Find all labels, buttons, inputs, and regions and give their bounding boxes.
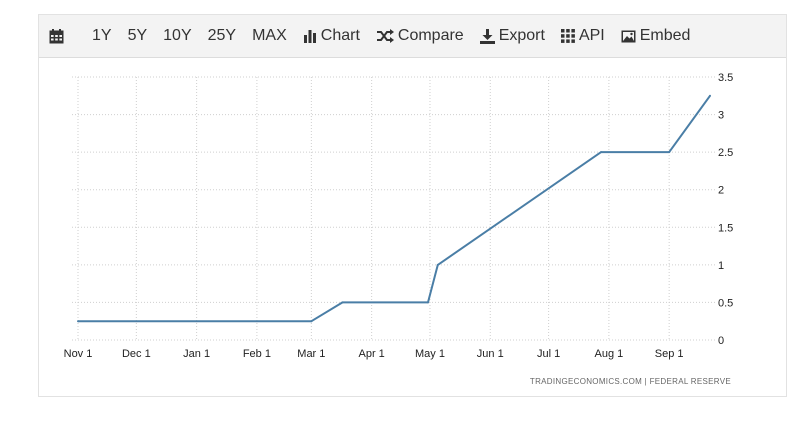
compare-button[interactable]: Compare — [368, 15, 472, 57]
x-tick-label: Dec 1 — [122, 348, 151, 360]
calendar-icon — [49, 28, 64, 43]
chart-type-label: Chart — [320, 27, 360, 44]
download-icon — [479, 28, 495, 44]
x-tick-label: Sep 1 — [655, 348, 684, 360]
bar-chart-icon — [303, 30, 316, 43]
y-tick-label: 3.5 — [718, 72, 733, 84]
range-1y-label: 1Y — [92, 27, 112, 44]
range-1y-button[interactable]: 1Y — [84, 15, 120, 57]
y-tick-label: 2.5 — [718, 147, 733, 159]
range-10y-button[interactable]: 10Y — [155, 15, 199, 57]
series-group — [77, 94, 711, 323]
x-tick-label: Apr 1 — [358, 348, 384, 360]
y-tick-label: 2 — [718, 185, 724, 197]
grid-icon — [560, 29, 575, 43]
api-button[interactable]: API — [553, 15, 613, 57]
api-label: API — [578, 27, 605, 44]
y-tick-label: 1.5 — [718, 222, 733, 234]
y-axis-ticks: 0 0.5 1 1.5 2 2.5 3 3.5 — [718, 72, 733, 347]
x-axis-ticks: Nov 1 Dec 1 Jan 1 Feb 1 Mar 1 Apr 1 May 1 Jun 1… — [64, 348, 684, 360]
embed-label: Embed — [639, 27, 691, 44]
range-5y-label: 5Y — [127, 27, 148, 44]
x-tick-label: Feb 1 — [243, 348, 271, 360]
attribution-source: FEDERAL RESERVE — [649, 377, 731, 386]
embed-button[interactable]: Embed — [613, 15, 699, 57]
data-point — [341, 301, 344, 304]
x-tick-label: Aug 1 — [595, 348, 624, 360]
y-tick-label: 3 — [718, 110, 724, 122]
range-max-label: MAX — [252, 27, 287, 44]
y-tick-label: 1 — [718, 260, 724, 272]
attribution-site: TRADINGECONOMICS.COM — [529, 377, 643, 386]
data-point — [427, 301, 429, 304]
chart-attribution: TRADINGECONOMICS.COM | FEDERAL RESERVE — [530, 377, 731, 386]
x-tick-label: Jun 1 — [477, 348, 504, 360]
chart-grid — [72, 76, 716, 341]
chart-widget: 1Y 5Y 10Y 25Y MAX Chart Compare Export — [38, 14, 787, 397]
range-5y-button[interactable]: 5Y — [120, 15, 156, 57]
range-25y-button[interactable]: 25Y — [200, 15, 244, 57]
attribution-separator: | — [644, 377, 648, 386]
image-icon — [621, 30, 636, 42]
chart-type-button[interactable]: Chart — [295, 15, 368, 57]
x-tick-label: Mar 1 — [297, 348, 325, 360]
export-label: Export — [498, 27, 545, 44]
x-tick-label: Jul 1 — [537, 348, 560, 360]
range-25y-label: 25Y — [207, 27, 237, 44]
y-tick-label: 0.5 — [718, 297, 733, 309]
calendar-button[interactable] — [39, 15, 84, 57]
data-point — [668, 151, 671, 154]
y-tick-label: 0 — [718, 335, 724, 347]
compare-label: Compare — [397, 27, 464, 44]
export-button[interactable]: Export — [472, 15, 553, 57]
data-point — [436, 263, 439, 266]
x-tick-label: Jan 1 — [183, 348, 210, 360]
data-point — [709, 94, 711, 97]
x-tick-label: Nov 1 — [64, 348, 93, 360]
data-point — [600, 151, 603, 154]
range-max-button[interactable]: MAX — [244, 15, 295, 57]
data-point — [310, 320, 313, 323]
series-line — [78, 95, 711, 323]
range-10y-label: 10Y — [163, 27, 192, 44]
chart-toolbar: 1Y 5Y 10Y 25Y MAX Chart Compare Export — [39, 15, 786, 58]
shuffle-icon — [376, 29, 394, 43]
x-tick-label: May 1 — [415, 348, 445, 360]
data-point — [77, 320, 79, 323]
